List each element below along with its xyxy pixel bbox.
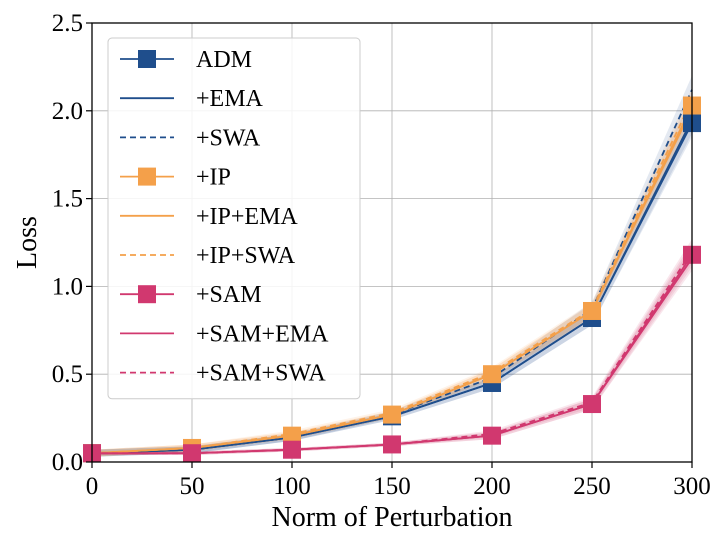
x-tick-label: 300 <box>673 473 711 500</box>
sam-point <box>383 435 401 454</box>
x-tick-label: 0 <box>86 473 99 500</box>
x-tick-label: 50 <box>180 473 205 500</box>
legend-ip-label: +IP <box>196 165 231 191</box>
ip-point <box>483 365 501 384</box>
ip-point <box>283 426 301 445</box>
y-tick-label: 0.0 <box>52 449 83 476</box>
y-tick-label: 0.5 <box>52 361 83 388</box>
sam-point <box>583 395 601 414</box>
sam-point <box>483 426 501 445</box>
x-axis-title: Norm of Perturbation <box>271 502 512 533</box>
legend-ip-marker <box>138 167 156 186</box>
y-tick-label: 1.5 <box>52 186 83 213</box>
x-tick-label: 200 <box>473 473 511 500</box>
x-tick-label: 150 <box>373 473 411 500</box>
legend-ip-swa-label: +IP+SWA <box>196 243 296 269</box>
y-axis-title: Loss <box>12 216 43 269</box>
legend-adm-label: ADM <box>196 47 252 73</box>
legend: ADM +EMA +SWA +IP +IP+EMA +IP+SWA +SAM +SAM+EMA… <box>107 37 361 400</box>
legend-sam-ema-label: +SAM+EMA <box>196 321 329 347</box>
legend-ip-ema-label: +IP+EMA <box>196 204 298 230</box>
legend-swa-label: +SWA <box>196 125 261 151</box>
legend-box <box>107 37 361 400</box>
legend-adm-marker <box>138 50 156 68</box>
y-tick-label: 2.0 <box>52 98 83 125</box>
legend-sam-swa-label: +SAM+SWA <box>196 361 326 387</box>
sam-point <box>283 440 301 459</box>
y-tick-label: 2.5 <box>52 10 83 37</box>
x-tick-label: 100 <box>273 473 311 500</box>
legend-ema-label: +EMA <box>196 86 264 112</box>
sam-point <box>183 444 201 463</box>
series-markers <box>83 96 701 463</box>
legend-sam-label: +SAM <box>196 282 262 308</box>
axis-ticks: 0 50 100 150 200 250 300 0.0 0.5 1.0 1.5 2.0 2.5 <box>52 10 711 500</box>
ip-point <box>583 301 601 320</box>
x-tick-label: 250 <box>573 473 611 500</box>
ip-point <box>383 405 401 424</box>
legend-sam-marker <box>138 285 156 304</box>
y-tick-label: 1.0 <box>52 273 83 300</box>
